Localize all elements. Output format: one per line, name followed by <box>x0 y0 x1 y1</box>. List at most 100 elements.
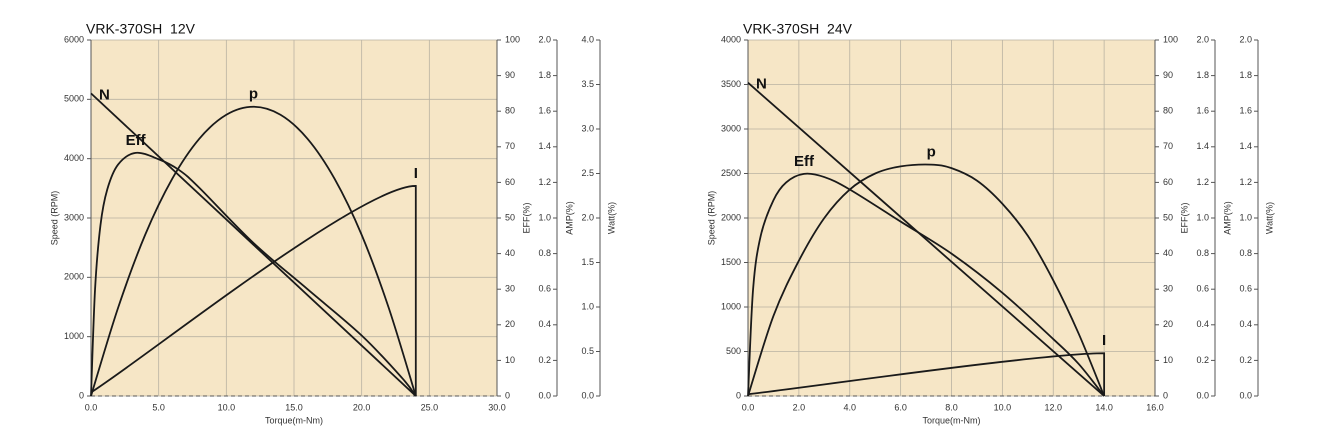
x-tick-label: 6.0 <box>894 402 907 412</box>
y-tick-label: 0.4 <box>1239 319 1252 329</box>
series-line <box>747 352 1106 396</box>
y-axis-title: EFF(%) <box>1179 203 1189 234</box>
y-tick-label: 0.6 <box>1239 284 1252 294</box>
series-line <box>90 105 417 397</box>
y-tick-label: 0.4 <box>1196 319 1209 329</box>
y-axis-title: Speed (RPM) <box>706 191 716 246</box>
y-tick-label: 40 <box>505 248 515 258</box>
y-tick-label: 1.0 <box>1239 212 1252 222</box>
y-tick-label: 1.6 <box>1239 106 1252 116</box>
y-tick-label: 1.8 <box>1196 70 1209 80</box>
x-axis-title: Torque(m-Nm) <box>922 415 980 425</box>
y-tick-label: 3.5 <box>581 79 594 89</box>
y-tick-label: 4000 <box>721 34 741 44</box>
y-axis-title: Watt(%) <box>606 202 616 234</box>
y-tick-label: 500 <box>726 346 741 356</box>
y-tick-label: 60 <box>1163 177 1173 187</box>
y-tick-label: 80 <box>1163 106 1173 116</box>
y-tick-label: 0.8 <box>1239 248 1252 258</box>
y-tick-label: 2.0 <box>1196 34 1209 44</box>
x-tick-label: 0.0 <box>742 402 755 412</box>
series-label: p <box>249 86 258 103</box>
y-tick-label: 100 <box>1163 34 1178 44</box>
series-label: I <box>1102 332 1106 349</box>
y-axis-title: Watt(%) <box>1264 202 1274 234</box>
x-tick-label: 8.0 <box>945 402 958 412</box>
y-tick-label: 0.2 <box>538 355 551 365</box>
series-line <box>747 163 1105 397</box>
y-tick-label: 1.6 <box>1196 106 1209 116</box>
y-tick-label: 0.4 <box>538 319 551 329</box>
y-tick-label: 1.0 <box>538 212 551 222</box>
y-tick-label: 1.8 <box>538 70 551 80</box>
series-line <box>747 82 1105 397</box>
x-tick-label: 2.0 <box>793 402 806 412</box>
series-label: Eff <box>126 132 147 149</box>
y-tick-label: 0.2 <box>1196 355 1209 365</box>
y-tick-label: 0.8 <box>538 248 551 258</box>
series-line <box>90 92 417 397</box>
y-tick-label: 0 <box>736 390 741 400</box>
x-tick-label: 30.0 <box>488 402 506 412</box>
y-tick-label: 0 <box>505 390 510 400</box>
x-tick-label: 15.0 <box>285 402 303 412</box>
chart-title: VRK-370SH 24V <box>743 21 853 37</box>
y-tick-label: 0.2 <box>1239 355 1252 365</box>
y-tick-label: 1.4 <box>1239 141 1252 151</box>
y-tick-label: 60 <box>505 177 515 187</box>
series-label: Eff <box>794 153 815 170</box>
y-tick-label: 0 <box>1163 390 1168 400</box>
series-line <box>90 185 417 396</box>
y-tick-label: 1.0 <box>1196 212 1209 222</box>
x-tick-label: 12.0 <box>1044 402 1062 412</box>
y-tick-label: 90 <box>1163 70 1173 80</box>
y-tick-label: 20 <box>505 319 515 329</box>
y-tick-label: 4.0 <box>581 34 594 44</box>
x-tick-label: 16.0 <box>1146 402 1164 412</box>
y-tick-label: 20 <box>1163 319 1173 329</box>
y-tick-label: 0 <box>79 390 84 400</box>
y-tick-label: 1500 <box>721 257 741 267</box>
series-label: p <box>927 144 936 161</box>
y-tick-label: 5000 <box>64 94 84 104</box>
y-tick-label: 1.8 <box>1239 70 1252 80</box>
x-tick-label: 5.0 <box>152 402 165 412</box>
y-tick-label: 2000 <box>64 272 84 282</box>
y-tick-label: 10 <box>505 355 515 365</box>
y-tick-label: 3.0 <box>581 123 594 133</box>
y-tick-label: 1.6 <box>538 106 551 116</box>
chart-title: VRK-370SH 12V <box>86 21 196 37</box>
y-tick-label: 1.2 <box>538 177 551 187</box>
y-axis-title: EFF(%) <box>521 203 531 234</box>
y-tick-label: 2500 <box>721 168 741 178</box>
y-tick-label: 100 <box>505 34 520 44</box>
y-tick-label: 0.0 <box>581 390 594 400</box>
y-tick-label: 50 <box>505 212 515 222</box>
y-tick-label: 2.0 <box>581 212 594 222</box>
y-tick-label: 0.8 <box>1196 248 1209 258</box>
y-tick-label: 40 <box>1163 248 1173 258</box>
series-label: I <box>414 165 418 182</box>
y-tick-label: 4000 <box>64 153 84 163</box>
x-axis-title: Torque(m-Nm) <box>265 415 323 425</box>
y-tick-label: 30 <box>1163 284 1173 294</box>
x-tick-label: 14.0 <box>1095 402 1113 412</box>
y-axis-title: AMP(%) <box>1222 201 1232 235</box>
y-tick-label: 1.4 <box>1196 141 1209 151</box>
y-tick-label: 0.6 <box>538 284 551 294</box>
y-tick-label: 1.0 <box>581 301 594 311</box>
y-tick-label: 1.2 <box>1196 177 1209 187</box>
y-tick-label: 2.0 <box>1239 34 1252 44</box>
y-tick-label: 3000 <box>721 123 741 133</box>
y-tick-label: 10 <box>1163 355 1173 365</box>
y-tick-label: 90 <box>505 70 515 80</box>
y-tick-label: 1.4 <box>538 141 551 151</box>
x-tick-label: 20.0 <box>353 402 371 412</box>
series-line <box>90 151 417 397</box>
x-tick-label: 10.0 <box>994 402 1012 412</box>
y-tick-label: 50 <box>1163 212 1173 222</box>
series-label: N <box>756 76 767 93</box>
y-axis-title: AMP(%) <box>564 201 574 235</box>
